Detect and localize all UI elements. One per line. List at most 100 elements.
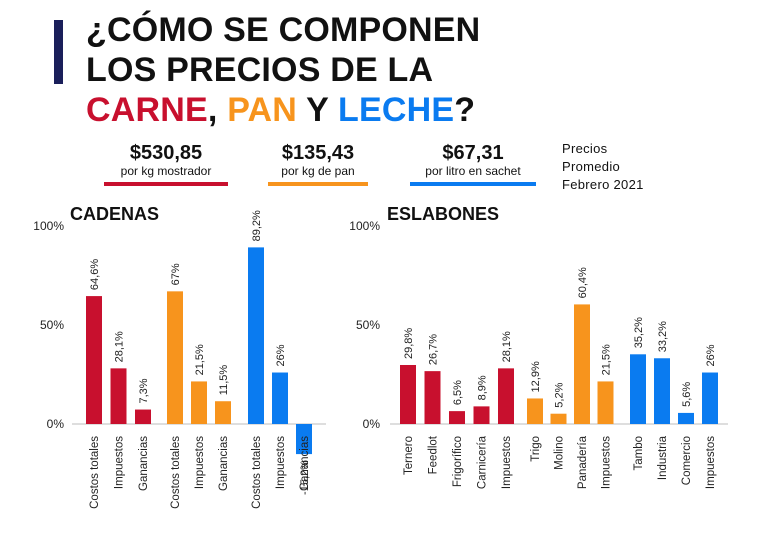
price-pan-line: [268, 182, 368, 186]
bar: [527, 398, 543, 424]
data-label: 29,8%: [403, 328, 415, 359]
category-label: Feedlot: [428, 435, 440, 474]
price-carne-value: $530,85: [129, 142, 203, 164]
y-tick-label: 100%: [33, 219, 64, 233]
category-label: Molino: [554, 436, 566, 470]
bar: [248, 247, 264, 424]
category-label: Trigo: [530, 436, 542, 462]
bar: [215, 401, 231, 424]
note-line-3: Febrero 2021: [562, 177, 644, 192]
data-label: 28,1%: [114, 331, 126, 362]
category-label: Comercio: [681, 436, 693, 485]
bar: [630, 354, 646, 424]
note-line-2: Promedio: [562, 159, 621, 174]
data-label: 35,2%: [633, 317, 645, 348]
data-label: 26%: [275, 344, 287, 366]
price-leche: $67,31 por litro en sachet: [410, 142, 536, 186]
y-tick-label: 100%: [349, 219, 380, 233]
title-leche: LECHE: [338, 91, 455, 129]
price-leche-unit: por litro en sachet: [425, 164, 521, 178]
category-label: Costos totales: [170, 436, 182, 509]
title-line-1: ¿CÓMO SE COMPONEN: [86, 11, 481, 49]
category-label: Ganancias: [218, 436, 230, 491]
title-pan: PAN: [227, 91, 298, 129]
price-carne: $530,85 por kg mostrador: [104, 142, 228, 186]
data-label: 67%: [170, 263, 182, 285]
data-label: 89,2%: [251, 210, 263, 241]
category-label: Tambo: [633, 436, 645, 471]
price-note: Precios Promedio Febrero 2021: [562, 140, 644, 194]
category-label: Ganancias: [138, 436, 150, 491]
bar: [110, 368, 127, 424]
data-label: 26,7%: [428, 334, 440, 365]
data-label: 11,5%: [218, 365, 230, 396]
bar: [86, 296, 102, 424]
price-carne-unit: por kg mostrador: [120, 164, 212, 178]
price-leche-line: [410, 182, 536, 186]
category-label: Impuestos: [705, 436, 717, 489]
category-label: Costos totales: [89, 436, 101, 509]
bar: [473, 406, 490, 424]
page-title: ¿CÓMO SE COMPONEN LOS PRECIOS DE LA CARN…: [86, 10, 480, 130]
category-label: Ganancias: [299, 436, 311, 491]
category-label: Frigorífico: [452, 436, 464, 487]
data-label: 21,5%: [601, 344, 613, 375]
data-label: -15,2%: [299, 460, 311, 495]
data-label: 26%: [705, 344, 717, 366]
price-pan-unit: por kg de pan: [281, 164, 355, 178]
category-label: Impuestos: [194, 436, 206, 489]
data-label: 7,3%: [138, 378, 150, 403]
category-label: Ternero: [403, 436, 415, 475]
price-pan-value: $135,43: [281, 142, 355, 164]
title-accent-bar: [54, 20, 63, 84]
data-label: 60,4%: [577, 267, 589, 298]
category-label: Impuestos: [501, 436, 513, 489]
bar: [498, 368, 514, 424]
chart-2-title: ESLABONES: [387, 204, 499, 224]
price-carne-line: [104, 182, 228, 186]
price-pan: $135,43 por kg de pan: [268, 142, 368, 186]
data-label: 6,5%: [452, 380, 464, 405]
bar: [574, 304, 590, 424]
data-label: 33,2%: [657, 321, 669, 352]
category-label: Carnicería: [477, 435, 489, 489]
data-label: 28,1%: [501, 331, 513, 362]
bar: [191, 381, 207, 424]
title-carne: CARNE: [86, 91, 208, 129]
bar: [550, 413, 567, 424]
bar: [678, 412, 694, 424]
y-tick-label: 50%: [40, 318, 64, 332]
price-leche-value: $67,31: [442, 142, 504, 164]
chart-1-title: CADENAS: [70, 204, 159, 224]
y-tick-label: 50%: [356, 318, 380, 332]
data-label: 5,2%: [554, 382, 566, 407]
bar: [449, 411, 465, 424]
title-comma: ,: [207, 91, 228, 129]
category-label: Impuestos: [114, 436, 126, 489]
bar: [296, 424, 312, 455]
bar: [400, 364, 416, 424]
title-line-3: CARNE, PAN Y LECHE?: [86, 90, 480, 130]
note-line-1: Precios: [562, 141, 608, 156]
category-label: Panadería: [577, 435, 589, 489]
data-label: 8,9%: [477, 375, 489, 400]
bar: [597, 381, 614, 424]
bar: [702, 372, 718, 424]
title-line-2: LOS PRECIOS DE LA: [86, 51, 434, 89]
category-label: Impuestos: [275, 436, 287, 489]
data-label: 12,9%: [530, 361, 542, 392]
y-tick-label: 0%: [363, 417, 381, 431]
category-label: Industria: [657, 435, 669, 480]
category-label: Costos totales: [251, 436, 263, 509]
bar: [135, 409, 151, 424]
data-label: 21,5%: [194, 344, 206, 375]
data-label: 5,6%: [681, 382, 693, 407]
title-y: Y: [297, 91, 339, 129]
data-label: 64,6%: [89, 259, 101, 290]
bar: [424, 371, 441, 424]
bar: [654, 358, 670, 424]
bar: [272, 372, 288, 424]
category-label: Impuestos: [601, 436, 613, 489]
y-tick-label: 0%: [47, 417, 65, 431]
